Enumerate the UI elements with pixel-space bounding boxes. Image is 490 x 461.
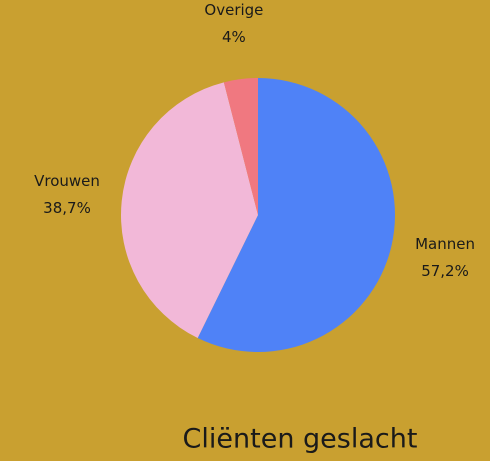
slice-value-label: 4% [222,28,246,46]
pie-slice [197,78,395,352]
slice-label: Overige [204,1,263,19]
pie-slice [120,82,258,339]
slice-label: Vrouwen [34,172,100,190]
slice-label: Mannen [415,235,475,253]
slice-value-label: 38,7% [43,199,91,217]
slice-value-label: 57,2% [421,262,469,280]
chart-title: Cliënten geslacht [183,424,418,455]
pie-slice [223,78,258,215]
